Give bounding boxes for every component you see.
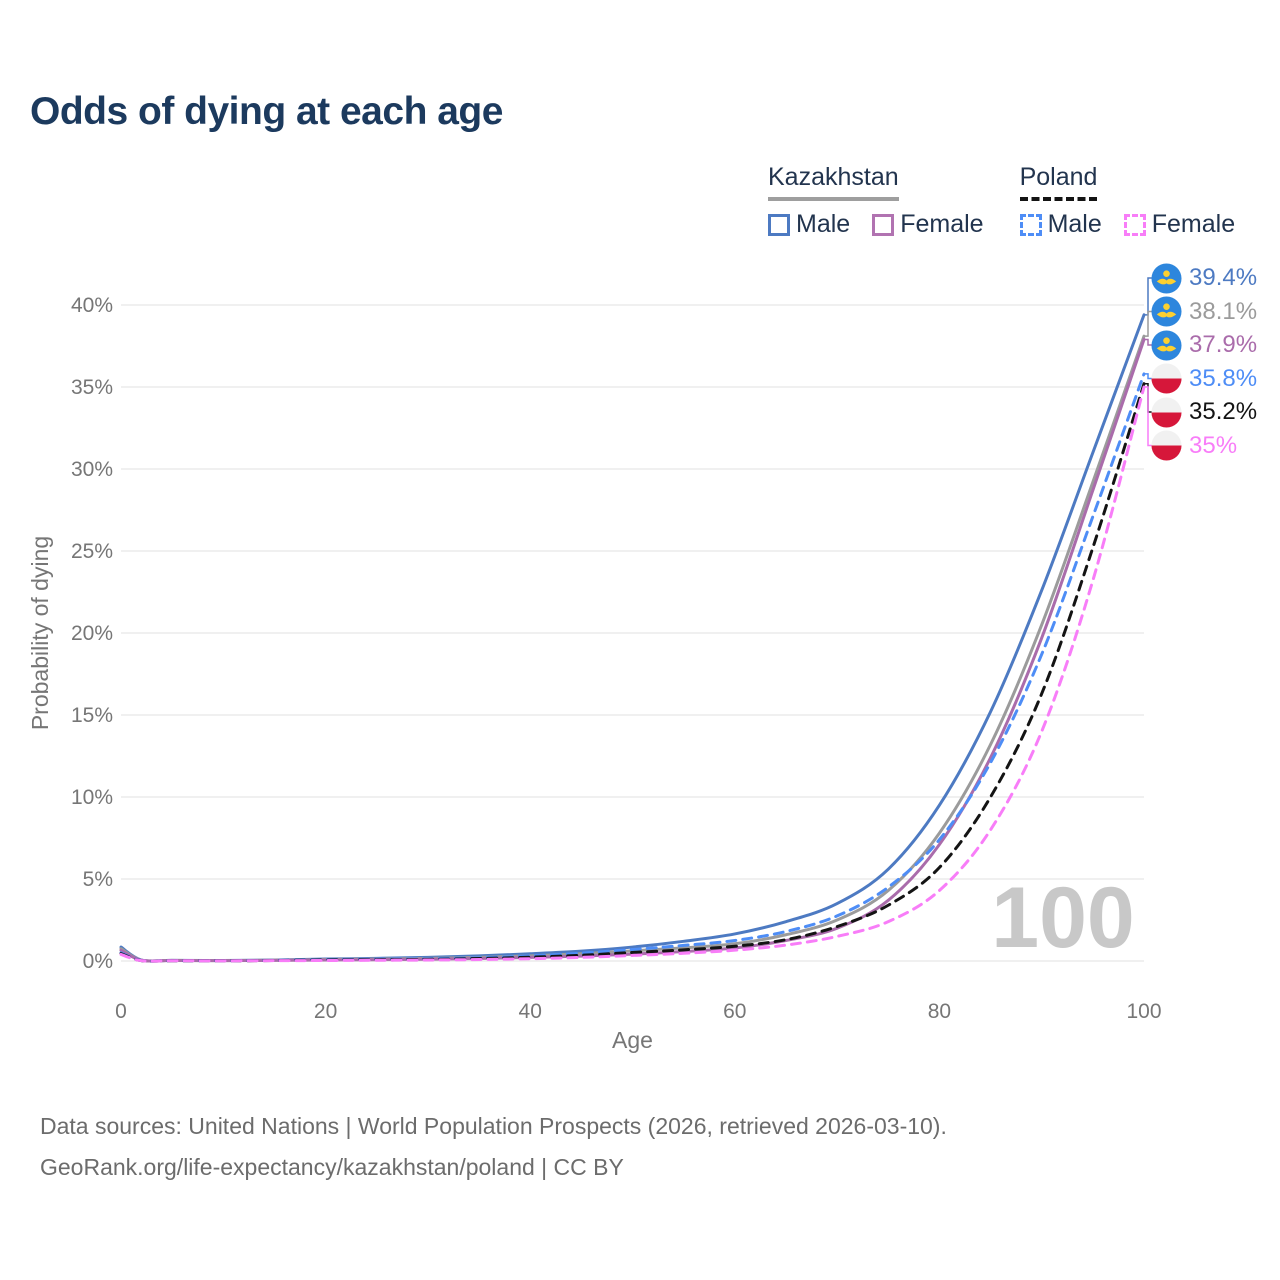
y-tick-label: 25% — [71, 540, 113, 563]
legend-item-label: Female — [900, 210, 984, 238]
legend: Kazakhstan Male Female Poland Male Femal… — [768, 163, 1235, 239]
end-label-poland-both: 35.2% — [1151, 396, 1258, 428]
y-tick-label: 30% — [71, 458, 113, 481]
end-label-poland-female: 35% — [1151, 430, 1237, 461]
end-label-value: 37.9% — [1189, 331, 1258, 358]
legend-item-label: Female — [1151, 210, 1236, 238]
kazakhstan-flag-icon — [1151, 296, 1182, 327]
legend-item-kazakhstan-female[interactable]: Female — [872, 210, 984, 239]
y-tick-label: 40% — [71, 294, 113, 317]
poland-flag-icon — [1151, 396, 1182, 428]
kazakhstan-female-swatch-icon — [872, 213, 895, 236]
kazakhstan-flag-icon — [1151, 262, 1182, 294]
x-tick-label: 40 — [519, 1000, 542, 1023]
end-label-value: 35.8% — [1189, 364, 1258, 392]
legend-item-label: Male — [796, 210, 851, 238]
y-tick-label: 10% — [71, 786, 113, 809]
y-axis-label: Probability of dying — [27, 536, 53, 730]
kazakhstan-flag-icon — [1151, 329, 1182, 361]
footer-attribution: GeoRank.org/life-expectancy/kazakhstan/p… — [40, 1154, 624, 1180]
y-tick-label: 0% — [83, 950, 113, 973]
leader-line — [1144, 277, 1152, 316]
legend-group-poland: Poland Male Female — [1019, 163, 1236, 239]
end-label-value: 35% — [1189, 431, 1238, 459]
poland-male-swatch-icon — [1019, 213, 1042, 236]
x-tick-label: 20 — [314, 1000, 337, 1023]
x-tick-label: 80 — [928, 1000, 951, 1023]
x-axis-label: Age — [612, 1027, 653, 1053]
y-tick-label: 15% — [71, 704, 113, 727]
leader-line — [1144, 338, 1152, 346]
end-label-kazakhstan-female: 37.9% — [1151, 329, 1258, 361]
legend-item-label: Male — [1047, 210, 1102, 238]
end-label-value: 39.4% — [1189, 264, 1258, 291]
legend-item-kazakhstan-male[interactable]: Male — [768, 210, 850, 239]
age-watermark: 100 — [991, 870, 1135, 966]
y-tick-label: 35% — [71, 376, 113, 399]
y-tick-label: 20% — [71, 622, 113, 645]
legend-group-kazakhstan: Kazakhstan Male Female — [768, 163, 984, 239]
legend-items-poland: Male Female — [1019, 210, 1236, 239]
end-label-value: 38.1% — [1189, 297, 1258, 325]
end-label-kazakhstan-both: 38.1% — [1151, 296, 1257, 327]
x-tick-label: 0 — [115, 1000, 127, 1023]
legend-header-kazakhstan[interactable]: Kazakhstan — [768, 163, 899, 201]
legend-item-poland-female[interactable]: Female — [1123, 210, 1236, 239]
legend-item-poland-male[interactable]: Male — [1019, 210, 1102, 239]
x-tick-label: 60 — [723, 1000, 746, 1023]
legend-header-poland[interactable]: Poland — [1019, 163, 1098, 201]
poland-flag-icon — [1151, 430, 1182, 461]
poland-flag-icon — [1151, 363, 1182, 394]
series-line-poland-female[interactable] — [119, 385, 1146, 963]
leader-line — [1144, 373, 1152, 380]
series-line-kazakhstan-male[interactable] — [119, 313, 1146, 963]
x-tick-label: 100 — [1126, 1000, 1161, 1023]
end-label-value: 35.2% — [1189, 398, 1258, 425]
y-tick-label: 5% — [83, 868, 113, 891]
footer: Data sources: United Nations | World Pop… — [40, 1106, 947, 1188]
page-title: Odds of dying at each age — [30, 90, 503, 133]
legend-items-kazakhstan: Male Female — [768, 210, 984, 239]
leader-line — [1144, 386, 1152, 447]
leader-line — [1144, 310, 1152, 337]
kazakhstan-male-swatch-icon — [768, 213, 790, 236]
series-line-kazakhstan-both[interactable] — [119, 334, 1146, 963]
end-label-kazakhstan-male: 39.4% — [1151, 262, 1258, 294]
poland-female-swatch-icon — [1123, 213, 1146, 236]
end-label-poland-male: 35.8% — [1151, 363, 1257, 394]
series-line-kazakhstan-female[interactable] — [119, 337, 1146, 963]
footer-data-sources: Data sources: United Nations | World Pop… — [40, 1113, 947, 1139]
